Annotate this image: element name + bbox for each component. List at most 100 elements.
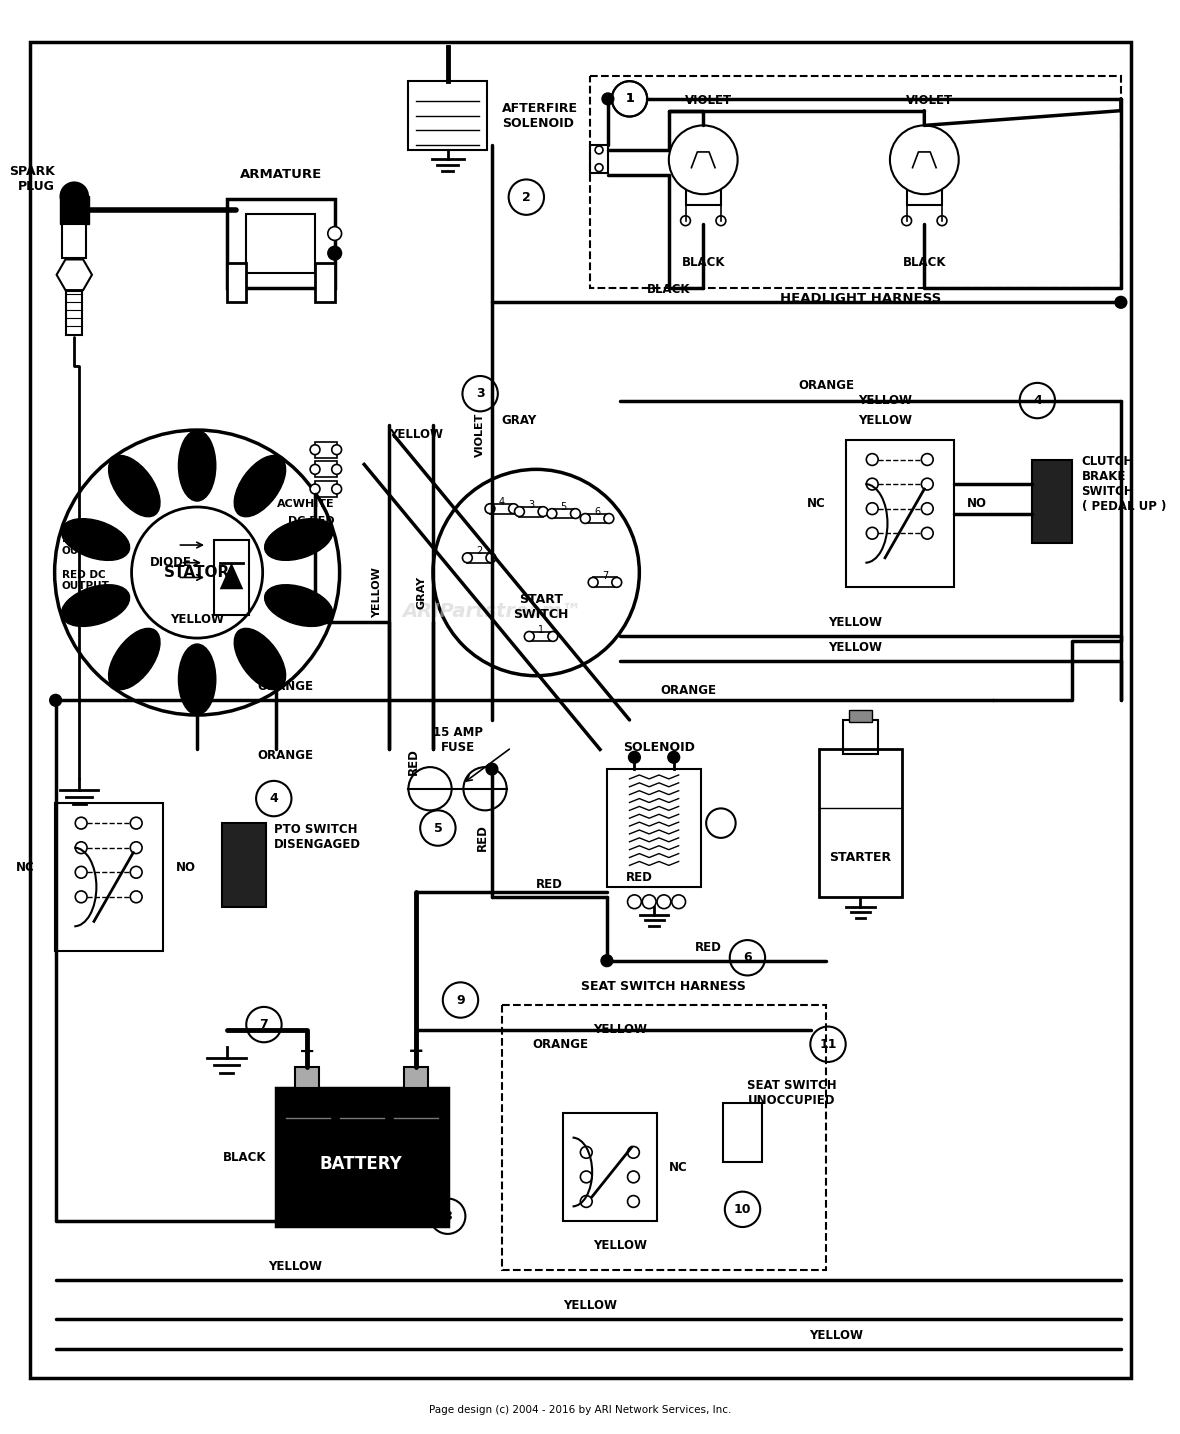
Circle shape [866,478,878,490]
Circle shape [130,891,142,903]
Ellipse shape [109,456,160,516]
Circle shape [922,528,933,539]
Text: YELLOW: YELLOW [592,1022,647,1035]
Circle shape [581,513,590,523]
Text: ARMATURE: ARMATURE [240,168,322,182]
Text: +: + [408,1043,425,1061]
Text: YELLOW: YELLOW [563,1299,617,1312]
Circle shape [50,694,61,706]
Bar [408,82,487,151]
Ellipse shape [178,644,216,714]
Text: YELLOW: YELLOW [858,394,912,407]
Bar [819,750,902,896]
Circle shape [130,842,142,853]
Ellipse shape [235,456,286,516]
Bar [686,178,721,205]
Text: ORANGE: ORANGE [532,1038,589,1051]
Ellipse shape [264,585,333,627]
Circle shape [581,1146,592,1159]
Bar [467,554,491,562]
Circle shape [571,509,581,519]
Bar [315,482,336,496]
Text: BLACK: BLACK [222,1150,266,1164]
Bar [843,720,878,754]
Text: BLACK: BLACK [903,257,946,270]
Text: 2: 2 [476,546,483,556]
Text: 11: 11 [819,1038,837,1051]
Text: 2: 2 [522,191,531,204]
Text: ORANGE: ORANGE [257,749,314,761]
Bar [315,442,336,457]
Text: 1: 1 [538,625,544,635]
Text: AFTERFIRE
SOLENOID: AFTERFIRE SOLENOID [502,102,578,129]
Circle shape [486,763,498,774]
Bar [723,1103,762,1162]
Text: DIODE: DIODE [150,556,192,569]
Circle shape [628,1172,640,1183]
Circle shape [602,93,614,105]
Circle shape [130,817,142,829]
Text: BLACK AC
OUTPUT: BLACK AC OUTPUT [61,535,119,556]
Ellipse shape [264,519,333,561]
Text: NC: NC [807,498,826,511]
Text: 10: 10 [734,1203,752,1216]
Text: START
SWITCH: START SWITCH [513,592,569,621]
Text: ARIPartstream™: ARIPartstream™ [402,602,582,621]
Text: RED: RED [407,747,420,774]
Text: Page design (c) 2004 - 2016 by ARI Network Services, Inc.: Page design (c) 2004 - 2016 by ARI Netwo… [430,1405,732,1415]
Text: RED: RED [695,942,721,955]
Circle shape [548,509,557,519]
Bar [552,509,576,519]
Circle shape [671,895,686,909]
Text: ACWHITE: ACWHITE [277,499,335,509]
Text: STARTER: STARTER [830,850,892,865]
Bar [590,145,608,172]
Text: 1: 1 [625,92,634,105]
Circle shape [628,1196,640,1207]
Circle shape [76,891,87,903]
Text: VIOLET: VIOLET [476,413,485,457]
Circle shape [509,503,518,513]
Bar [295,1067,319,1088]
Circle shape [669,125,738,194]
Circle shape [463,554,472,562]
Bar [227,262,247,303]
Bar [63,224,86,258]
Text: 9: 9 [457,994,465,1007]
Text: YELLOW: YELLOW [828,641,883,654]
Circle shape [332,465,341,475]
Text: SEAT SWITCH HARNESS: SEAT SWITCH HARNESS [582,981,746,994]
Bar [247,214,315,272]
Bar [227,199,335,288]
Text: 7: 7 [602,571,608,581]
Ellipse shape [61,519,130,561]
Circle shape [132,508,263,638]
Circle shape [76,842,87,853]
Circle shape [76,866,87,878]
Circle shape [524,631,535,641]
Circle shape [611,578,622,588]
Bar [585,513,609,523]
Circle shape [464,767,506,810]
Text: −: − [299,1043,315,1061]
Text: 4: 4 [1032,394,1042,407]
Text: BLACK: BLACK [647,282,690,295]
Text: 3: 3 [476,387,485,400]
Text: SPARK
PLUG: SPARK PLUG [8,165,54,194]
Circle shape [54,430,340,716]
Text: RED: RED [476,825,489,852]
Circle shape [310,445,320,455]
Text: YELLOW: YELLOW [372,566,382,618]
Text: NC: NC [17,860,35,873]
Text: GRAY: GRAY [417,575,426,609]
Bar [530,631,553,641]
Ellipse shape [109,628,160,690]
Text: 5: 5 [560,502,566,512]
Circle shape [866,453,878,466]
Text: NO: NO [176,860,196,873]
Circle shape [890,125,958,194]
Text: BLACK: BLACK [682,257,725,270]
Circle shape [581,1172,592,1183]
Circle shape [866,528,878,539]
Text: 7: 7 [260,1018,268,1031]
